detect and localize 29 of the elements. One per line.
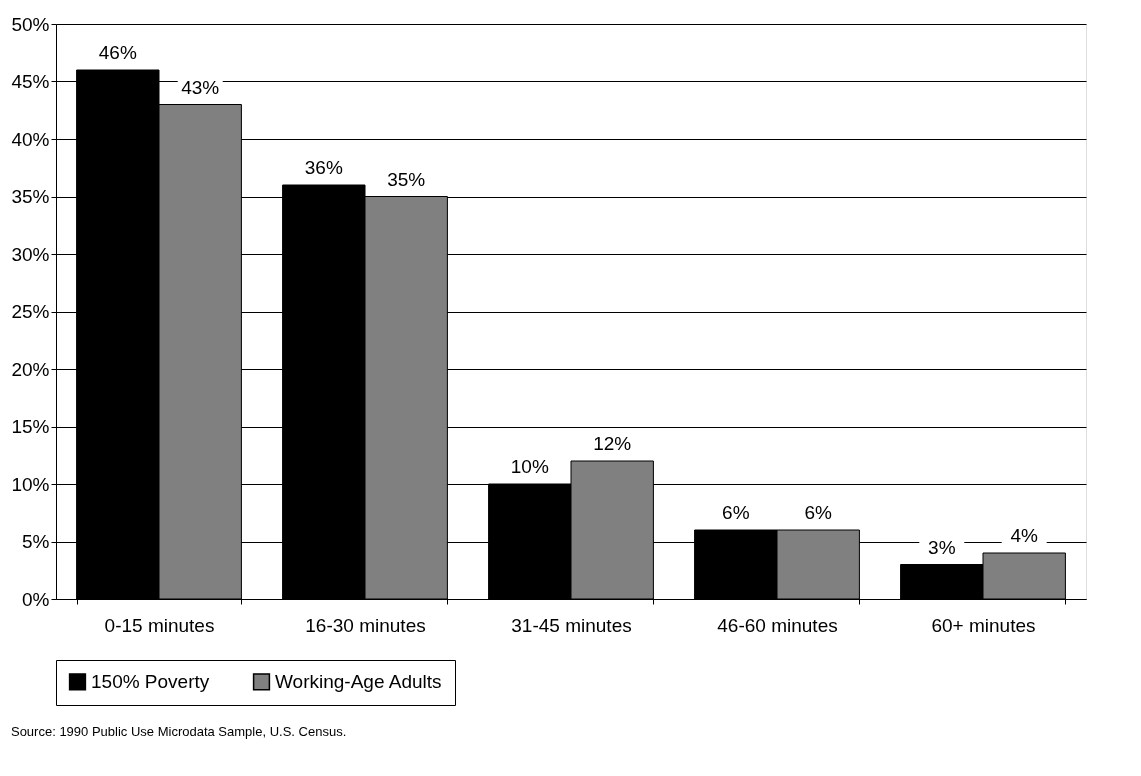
legend-label: 150% Poverty [91, 670, 210, 692]
x-tick-label: 16-30 minutes [305, 614, 426, 636]
legend-label: Working-Age Adults [275, 670, 442, 692]
data-label: 3% [928, 536, 956, 558]
y-tick-label: 25% [11, 301, 50, 322]
data-label: 6% [804, 502, 833, 523]
x-tick-label: 60+ minutes [931, 614, 1036, 636]
y-tick-label: 0% [22, 588, 50, 610]
y-tick-label: 20% [11, 358, 50, 380]
x-tick-label: 0-15 minutes [104, 614, 215, 636]
y-tick-label: 5% [22, 531, 50, 552]
y-tick-label: 45% [11, 71, 50, 92]
y-tick-label: 40% [11, 128, 50, 150]
y-tick-label: 10% [11, 473, 50, 495]
data-label: 43% [181, 76, 220, 98]
y-tick-label: 50% [11, 13, 50, 35]
data-label: 35% [387, 168, 426, 190]
data-label: 12% [593, 433, 632, 454]
data-label: 10% [510, 456, 549, 477]
source-note: Source: 1990 Public Use Microdata Sample, U.S. Census. [10, 723, 347, 739]
data-label: 36% [304, 157, 343, 178]
y-tick-label: 30% [11, 243, 50, 265]
data-label: 4% [1010, 525, 1039, 546]
y-tick-label: 15% [11, 416, 50, 437]
x-tick-label: 46-60 minutes [717, 614, 838, 636]
data-label: 46% [98, 42, 137, 63]
y-tick-label: 35% [11, 186, 50, 207]
data-label: 6% [722, 502, 750, 523]
x-tick-label: 31-45 minutes [511, 614, 632, 636]
